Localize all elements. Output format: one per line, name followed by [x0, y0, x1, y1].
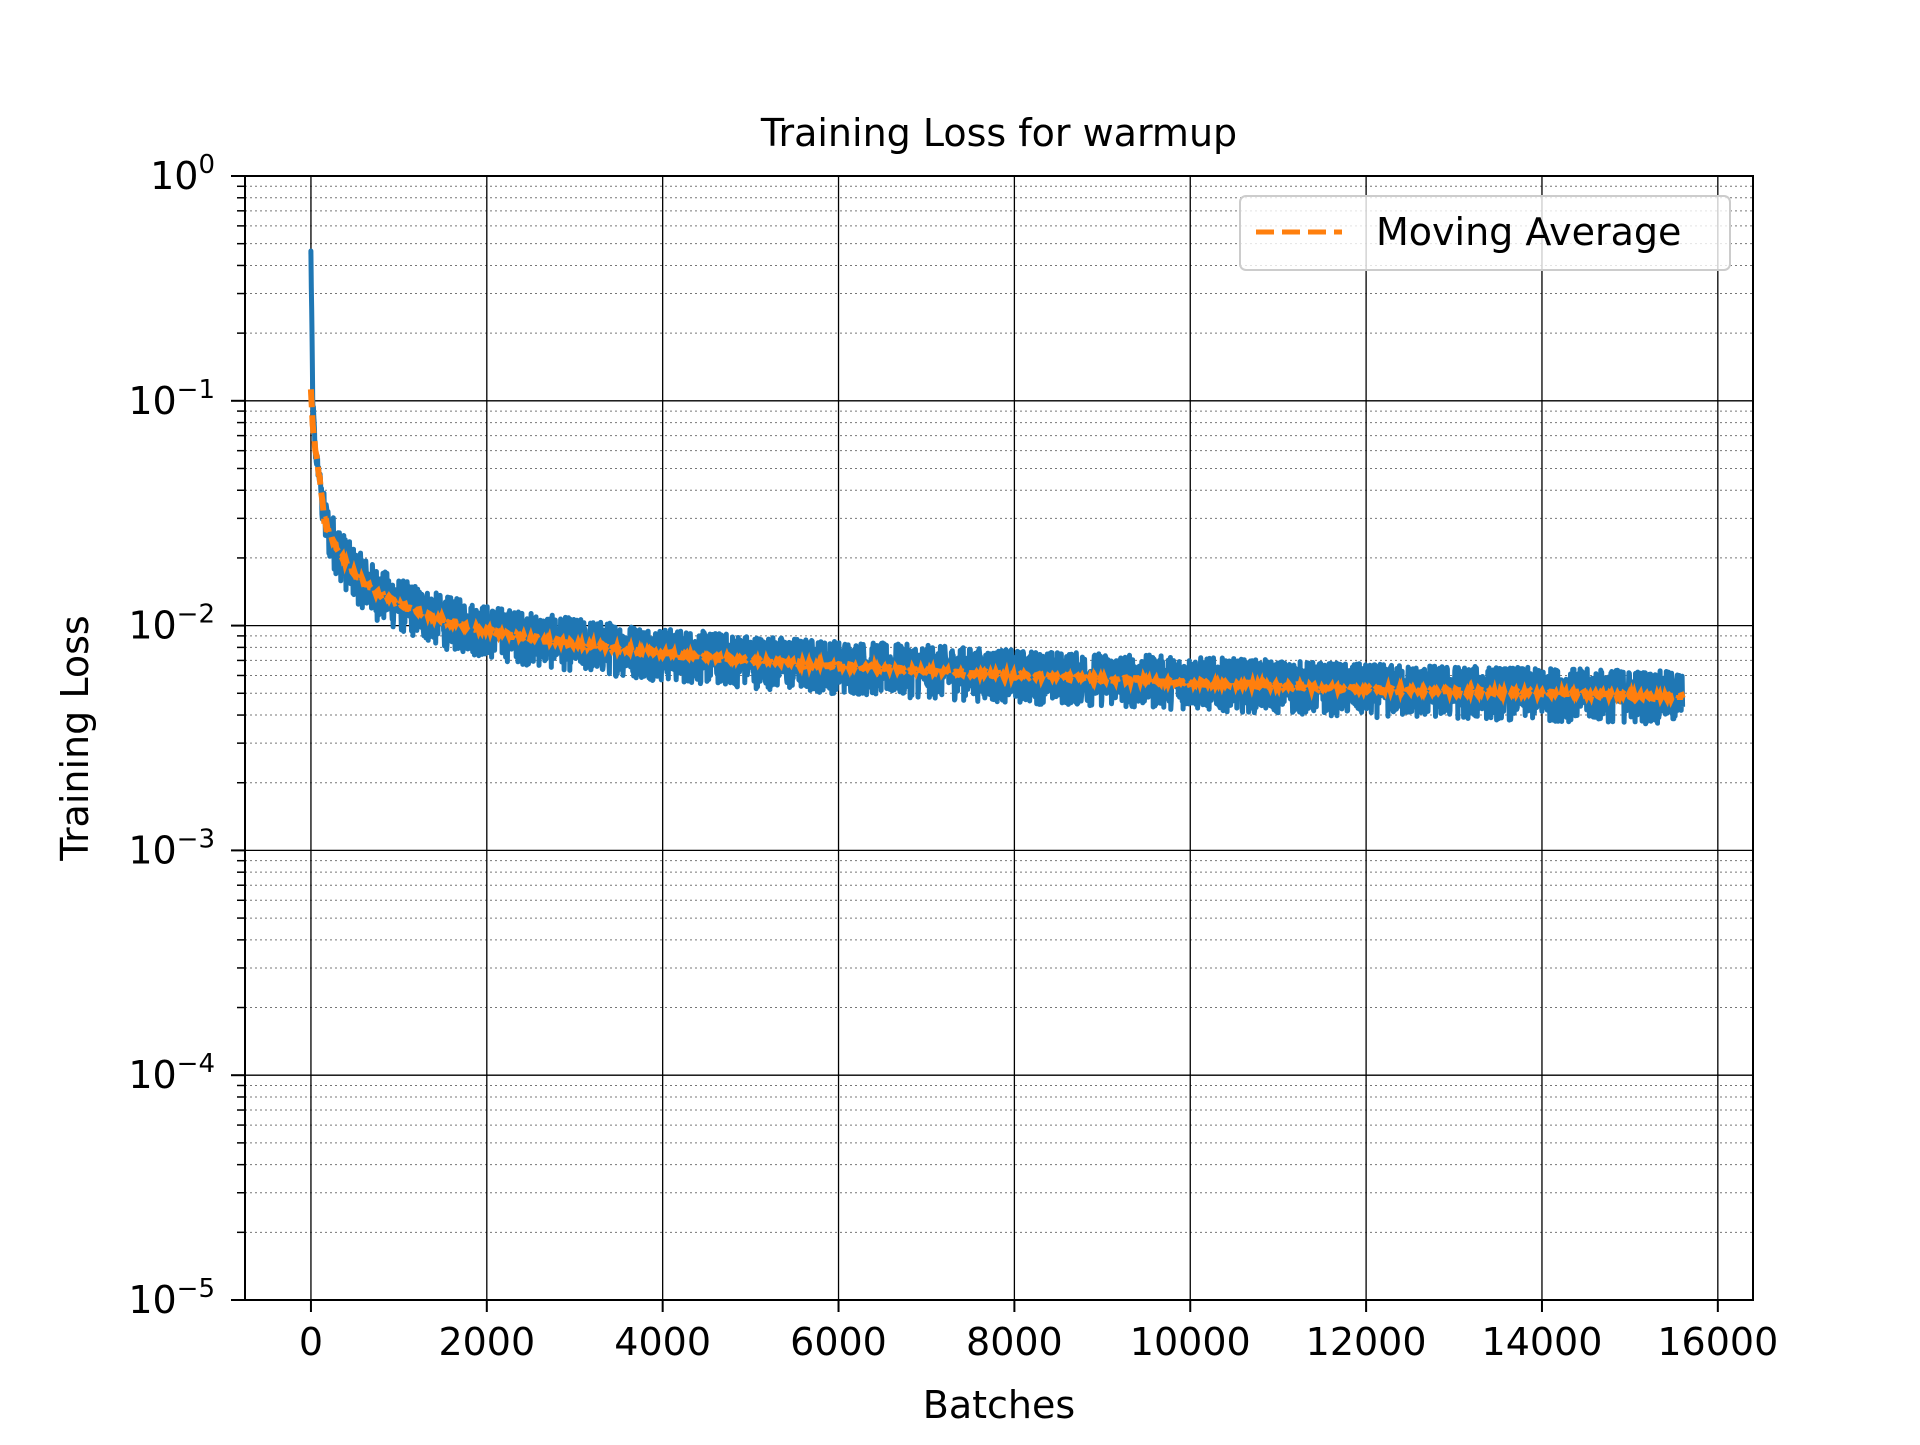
- y-axis-ticks: 100 10−1 10−2 10−3 10−4 10−5: [128, 150, 245, 1322]
- y-axis-label: Training Loss: [53, 615, 97, 861]
- x-tick-label: 4000: [614, 1320, 711, 1364]
- x-tick-label: 2000: [438, 1320, 535, 1364]
- moving-average-line: [307, 389, 1686, 709]
- legend: Moving Average: [1239, 195, 1731, 271]
- chart-title: Training Loss for warmup: [760, 111, 1237, 155]
- x-tick-label: 8000: [966, 1320, 1063, 1364]
- plot-frame: [244, 175, 1754, 1301]
- plot-series-group: [307, 248, 1686, 727]
- x-tick-label: 12000: [1306, 1320, 1427, 1364]
- x-tick-label: 16000: [1657, 1320, 1778, 1364]
- legend-box: [1239, 195, 1731, 271]
- legend-label-moving-average: Moving Average: [1376, 210, 1681, 254]
- x-axis-ticks: 0 2000 4000 6000 8000 10000 12000 14000 16000: [299, 1300, 1778, 1364]
- x-tick-label: 0: [299, 1320, 323, 1364]
- y-tick-label: 10−4: [128, 1049, 215, 1097]
- y-tick-label: 100: [150, 150, 215, 198]
- x-tick-label: 14000: [1482, 1320, 1603, 1364]
- y-tick-label: 10−1: [128, 375, 215, 423]
- y-tick-label: 10−3: [128, 824, 215, 872]
- y-tick-label: 10−2: [128, 600, 215, 648]
- x-tick-label: 10000: [1130, 1320, 1251, 1364]
- x-axis-label: Batches: [923, 1383, 1075, 1427]
- x-tick-label: 6000: [790, 1320, 887, 1364]
- y-tick-label: 10−5: [128, 1274, 215, 1322]
